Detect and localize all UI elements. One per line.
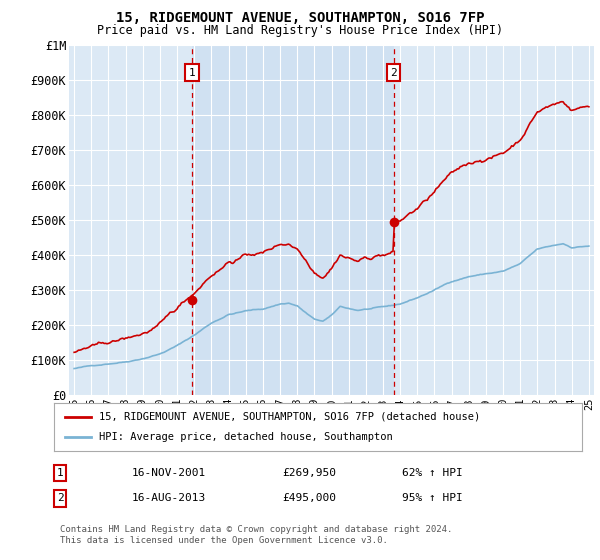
Text: £269,950: £269,950 [282, 468, 336, 478]
Text: 15, RIDGEMOUNT AVENUE, SOUTHAMPTON, SO16 7FP (detached house): 15, RIDGEMOUNT AVENUE, SOUTHAMPTON, SO16… [99, 412, 480, 422]
Text: 62% ↑ HPI: 62% ↑ HPI [402, 468, 463, 478]
Text: 2: 2 [391, 68, 397, 78]
Text: 95% ↑ HPI: 95% ↑ HPI [402, 493, 463, 503]
Text: 15, RIDGEMOUNT AVENUE, SOUTHAMPTON, SO16 7FP: 15, RIDGEMOUNT AVENUE, SOUTHAMPTON, SO16… [116, 11, 484, 25]
Text: HPI: Average price, detached house, Southampton: HPI: Average price, detached house, Sout… [99, 432, 392, 442]
Text: £495,000: £495,000 [282, 493, 336, 503]
Text: 16-AUG-2013: 16-AUG-2013 [132, 493, 206, 503]
Text: 1: 1 [189, 68, 196, 78]
Text: 2: 2 [56, 493, 64, 503]
Text: Contains HM Land Registry data © Crown copyright and database right 2024.
This d: Contains HM Land Registry data © Crown c… [60, 525, 452, 545]
Text: 1: 1 [56, 468, 64, 478]
Bar [192, 45, 394, 395]
Text: 16-NOV-2001: 16-NOV-2001 [132, 468, 206, 478]
Text: Price paid vs. HM Land Registry's House Price Index (HPI): Price paid vs. HM Land Registry's House … [97, 24, 503, 36]
